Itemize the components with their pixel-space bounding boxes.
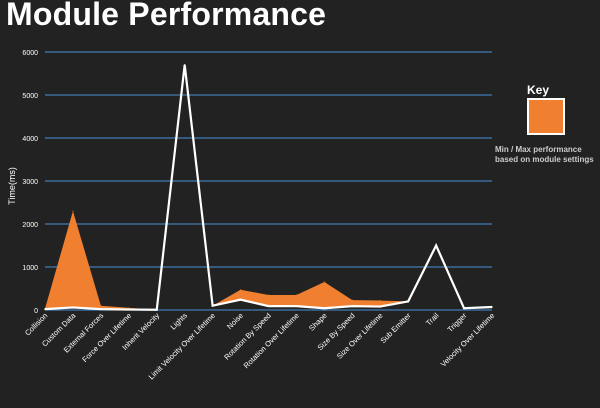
max-point bbox=[351, 299, 353, 301]
y-axis-label: Time(ms) bbox=[7, 167, 17, 205]
min-point bbox=[72, 306, 74, 309]
min-point bbox=[44, 308, 46, 310]
min-point bbox=[435, 244, 437, 247]
y-tick-label: 1000 bbox=[22, 265, 38, 272]
min-line bbox=[44, 64, 493, 311]
min-point bbox=[407, 300, 409, 303]
min-line-path bbox=[44, 64, 493, 311]
min-point bbox=[183, 64, 186, 66]
x-tick-label: Collision bbox=[23, 311, 49, 337]
y-tick-label: 5000 bbox=[22, 93, 38, 100]
min-point bbox=[211, 304, 214, 307]
min-point bbox=[100, 308, 102, 310]
min-point bbox=[267, 305, 270, 307]
x-tick-label: Trigger bbox=[446, 311, 469, 334]
max-point bbox=[128, 307, 130, 309]
y-tick-label: 3000 bbox=[22, 179, 38, 186]
x-tick-label: Rotation Over Lifetime bbox=[242, 311, 301, 370]
x-tick-label: Velocity Over Lifetime bbox=[439, 311, 497, 369]
max-point bbox=[72, 210, 74, 212]
max-point bbox=[240, 289, 242, 291]
y-tick-label: 6000 bbox=[22, 50, 38, 57]
legend-description: Min / Max performance based on module se… bbox=[495, 145, 594, 164]
max-point bbox=[295, 294, 297, 296]
max-point bbox=[379, 300, 381, 302]
min-point bbox=[295, 305, 298, 307]
min-point bbox=[463, 307, 465, 310]
grid-lines bbox=[45, 51, 492, 311]
min-point bbox=[155, 308, 158, 311]
min-point bbox=[491, 306, 493, 308]
legend-swatch bbox=[527, 98, 565, 135]
min-point bbox=[128, 308, 130, 311]
x-tick-label: Shape bbox=[307, 311, 329, 333]
max-area-fill bbox=[45, 64, 492, 310]
y-tick-label: 0 bbox=[34, 308, 38, 315]
x-tick-label: Force Over Lifetime bbox=[80, 311, 133, 364]
x-tick-label: Noise bbox=[225, 311, 245, 331]
min-point bbox=[379, 305, 382, 308]
x-tick-label: Trail bbox=[424, 311, 441, 328]
legend-title: Key bbox=[527, 83, 550, 97]
y-tick-label: 2000 bbox=[22, 222, 38, 229]
chart-title: Module Performance bbox=[6, 0, 327, 32]
min-point bbox=[351, 305, 354, 307]
max-point bbox=[100, 305, 102, 307]
x-tick-label: Sub Emitter bbox=[379, 311, 413, 345]
x-tick-label: Lights bbox=[169, 311, 190, 332]
max-point bbox=[268, 294, 269, 296]
max-area bbox=[44, 64, 493, 311]
y-tick-labels: 0 1000 2000 3000 4000 5000 6000 bbox=[22, 50, 38, 315]
min-point bbox=[239, 298, 242, 301]
max-point bbox=[323, 281, 325, 283]
min-point bbox=[323, 307, 326, 310]
y-tick-label: 4000 bbox=[22, 136, 38, 143]
